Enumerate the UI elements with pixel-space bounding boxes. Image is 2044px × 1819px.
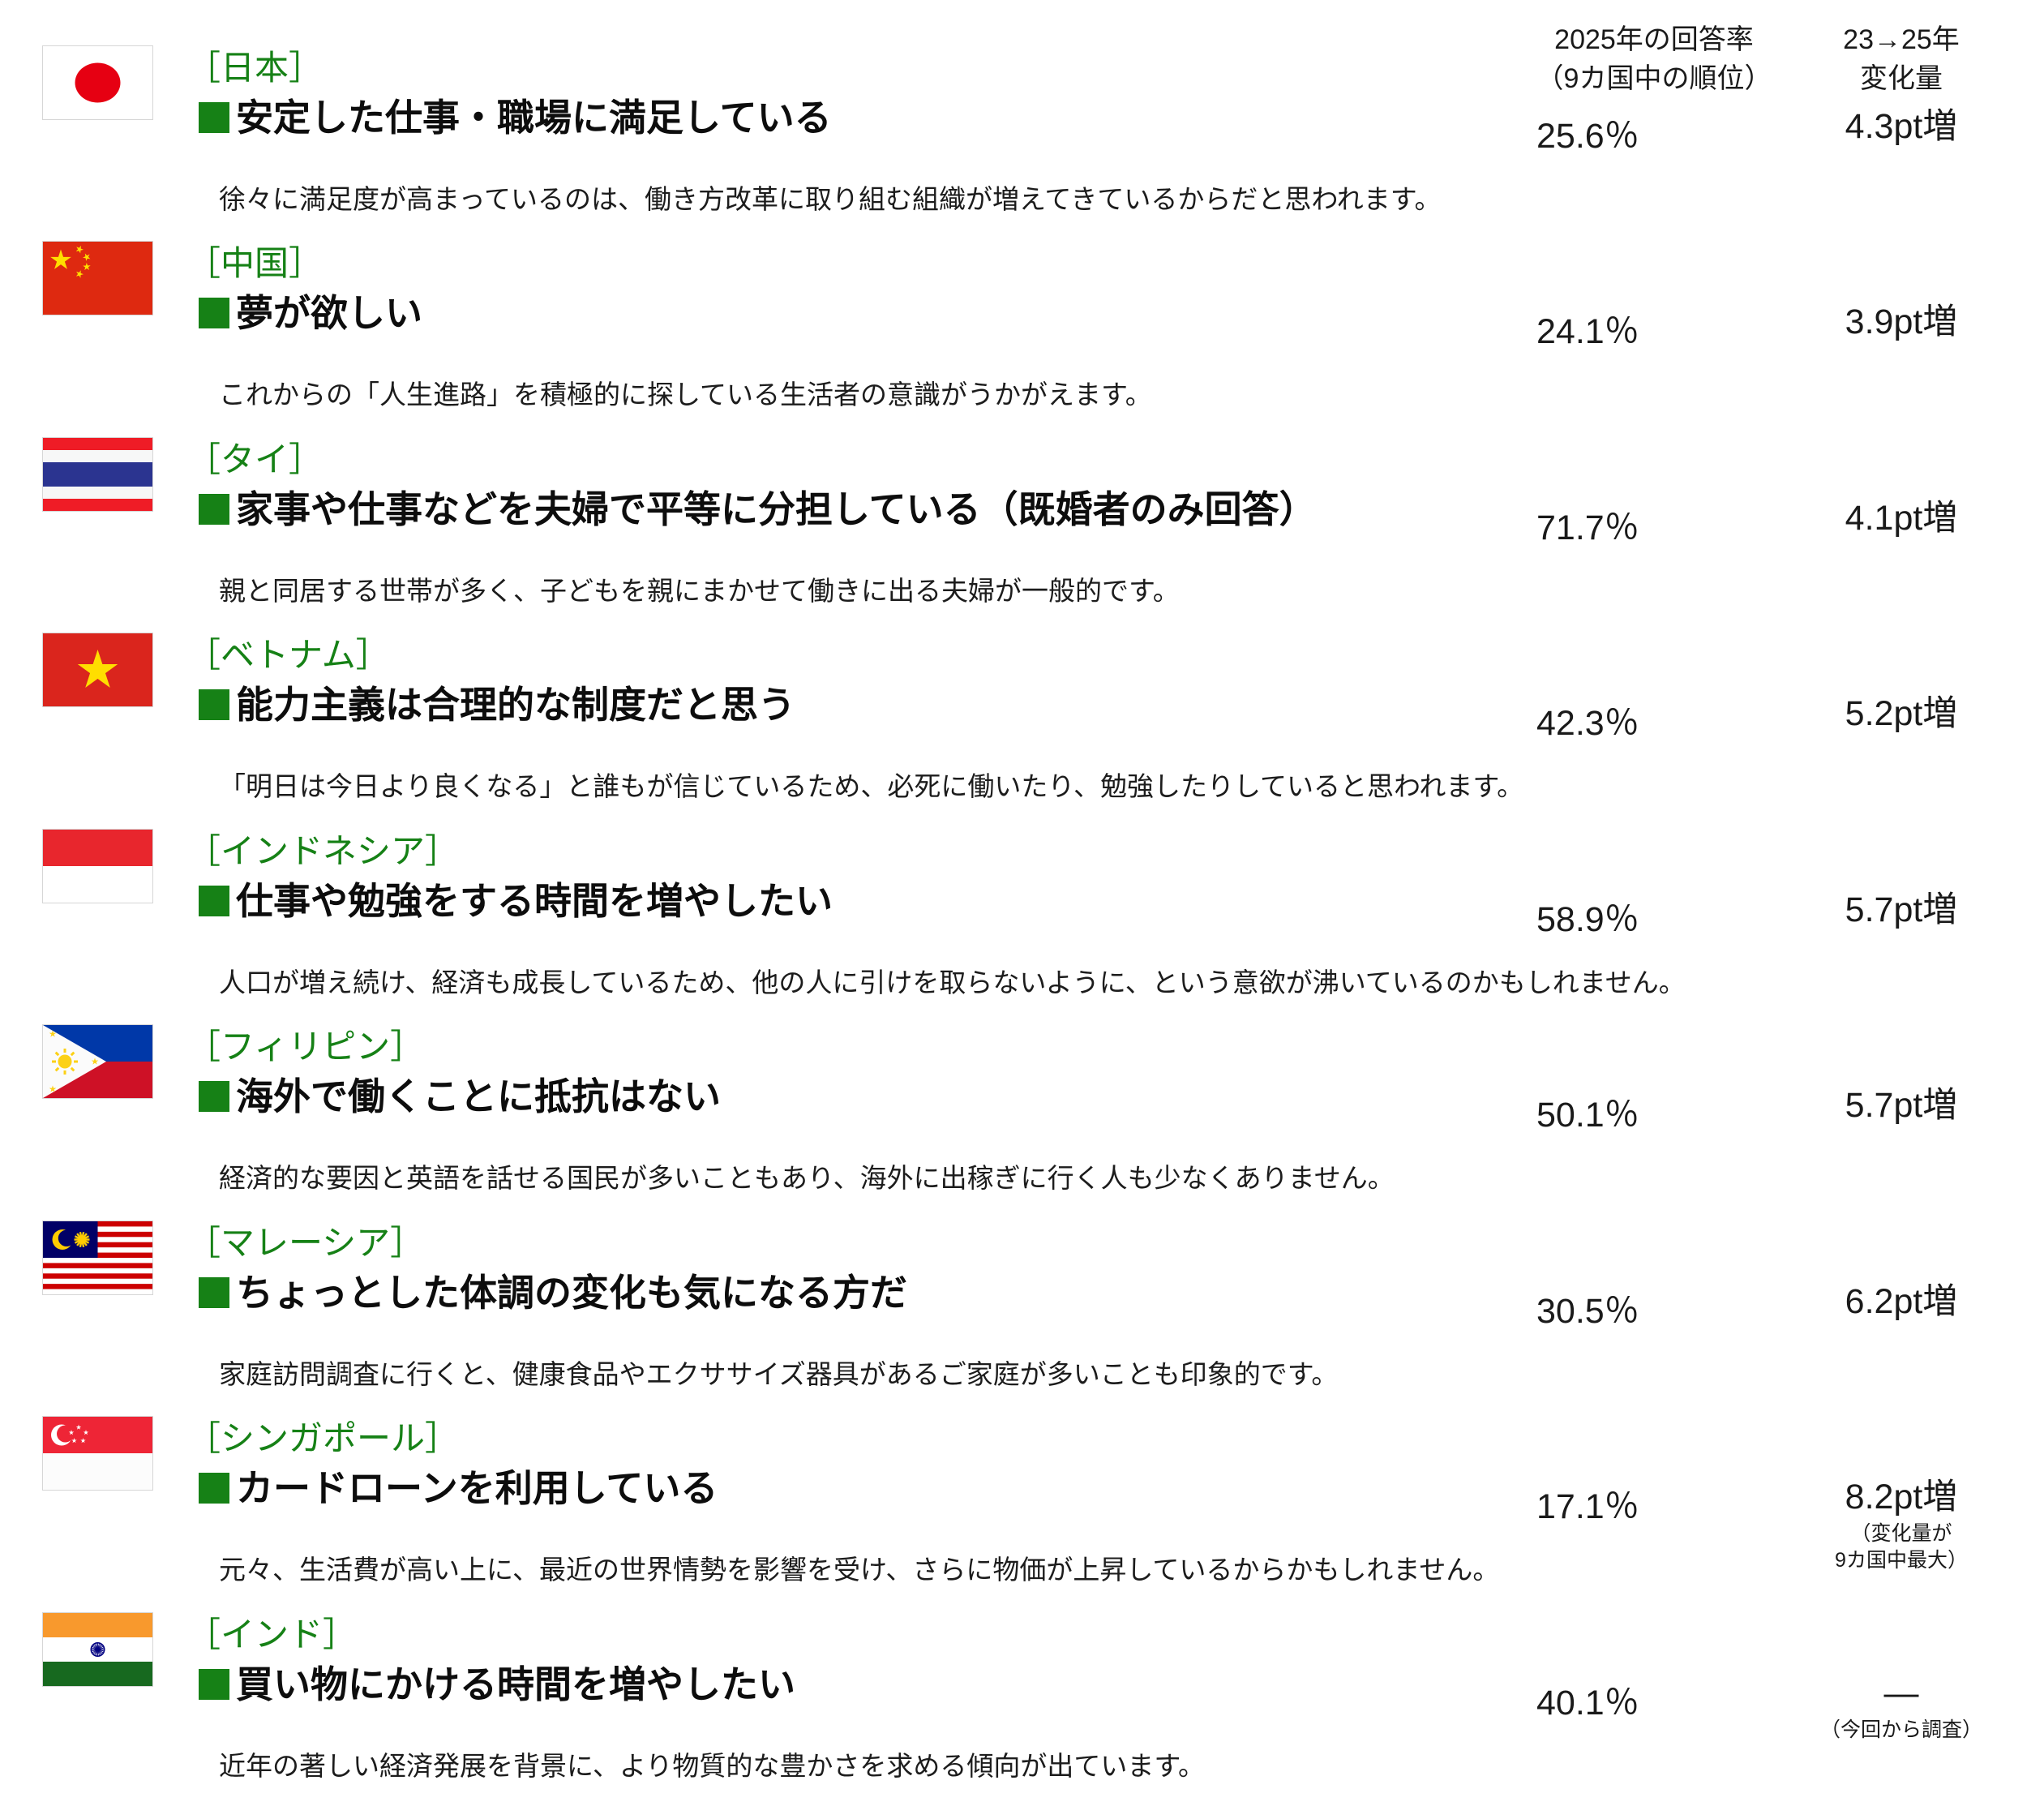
change-cell: 5.7pt増 xyxy=(1759,1086,2043,1129)
statement-text: カードローンを利用している xyxy=(236,1466,718,1509)
statement-line: 仕事や勉強をする時間を増やしたい xyxy=(199,877,833,925)
thailand-flag-icon xyxy=(42,437,153,512)
country-label: ［タイ］ xyxy=(186,440,324,478)
country-row-vietnam: ［ベトナム］ 能力主義は合理的な制度だと思う 42.3％ 5.2pt増 「明日は… xyxy=(0,618,2044,814)
description-text: 「明日は今日より良くなる」と誰もが信じているため、必死に働いたり、勉強したりして… xyxy=(219,771,1524,801)
change-cell: 3.9pt増 xyxy=(1759,302,2043,345)
change-value: 8.2pt増 xyxy=(1845,1478,1958,1517)
description-text: 元々、生活費が高い上に、最近の世界情勢を影響を受け、さらに物価が上昇しているから… xyxy=(219,1555,1500,1585)
change-note: （変化量が 9カ国中最大） xyxy=(1835,1522,1968,1572)
description-text: 人口が増え続け、経済も成長しているため、他の人に引けを取らないように、という意欲… xyxy=(219,967,1686,997)
country-label: ［中国］ xyxy=(186,244,324,282)
rate-value: 30.5％ xyxy=(1536,1292,1639,1331)
change-cell: 6.2pt増 xyxy=(1759,1282,2043,1325)
rate-value: 24.1％ xyxy=(1536,312,1639,351)
statement-line: 安定した仕事・職場に満足している xyxy=(199,94,832,141)
country-label: ［日本］ xyxy=(186,49,324,87)
rate-column-header: 2025年の回答率 （9カ国中の順位） xyxy=(1536,24,1772,94)
country-row-thailand: ［タイ］ 家事や仕事などを夫婦で平等に分担している（既婚者のみ回答） 71.7％… xyxy=(0,423,2044,619)
description-text: 近年の著しい経済発展を背景に、より物質的な豊かさを求める傾向が出ています。 xyxy=(219,1751,1206,1781)
statement-line: 能力主義は合理的な制度だと思う xyxy=(199,681,795,728)
statement-text: 安定した仕事・職場に満足している xyxy=(236,96,832,139)
statement-line: ちょっとした体調の変化も気になる方だ xyxy=(199,1269,907,1316)
change-value: ― xyxy=(1883,1674,1919,1713)
statement-text: 買い物にかける時間を増やしたい xyxy=(236,1662,795,1705)
description-text: 経済的な要因と英語を話せる国民が多いこともあり、海外に出稼ぎに行く人も少なくあり… xyxy=(219,1163,1395,1193)
description-text: 家庭訪問調査に行くと、健康食品やエクササイズ器具があるご家庭が多いことも印象的で… xyxy=(219,1359,1339,1389)
country-row-india: ［インド］ 買い物にかける時間を増やしたい 40.1％ ― （今回から調査） 近… xyxy=(0,1598,2044,1794)
country-row-japan: ［日本］ 安定した仕事・職場に満足している 25.6％ 4.3pt増 徐々に満足… xyxy=(0,31,2044,227)
change-value: 6.2pt増 xyxy=(1845,1282,1958,1321)
statement-line: 海外で働くことに抵抗はない xyxy=(199,1073,721,1120)
rate-value: 25.6％ xyxy=(1536,117,1639,156)
change-value: 5.7pt増 xyxy=(1845,1086,1958,1125)
rate-value: 71.7％ xyxy=(1536,508,1639,547)
change-cell: ― （今回から調査） xyxy=(1759,1674,2043,1744)
statement-text: 海外で働くことに抵抗はない xyxy=(236,1075,721,1118)
change-value: 4.1pt増 xyxy=(1845,499,1958,538)
statement-line: 家事や仕事などを夫婦で平等に分担している（既婚者のみ回答） xyxy=(199,486,1317,533)
bullet-square-icon xyxy=(199,1081,229,1112)
description-text: 徐々に満足度が高まっているのは、働き方改革に取り組む組織が増えてきているからだと… xyxy=(219,184,1442,214)
description-text: これからの「人生進路」を積極的に探している生活者の意識がうかがえます。 xyxy=(219,380,1152,410)
statement-text: 仕事や勉強をする時間を増やしたい xyxy=(236,879,833,922)
india-flag-icon xyxy=(42,1612,153,1687)
change-cell: 5.2pt増 xyxy=(1759,694,2043,737)
country-label: ［シンガポール］ xyxy=(186,1419,460,1457)
country-label: ［インドネシア］ xyxy=(186,832,460,870)
statement-text: 家事や仕事などを夫婦で平等に分担している（既婚者のみ回答） xyxy=(236,487,1317,530)
rate-value: 42.3％ xyxy=(1536,704,1639,743)
bullet-square-icon xyxy=(199,298,229,328)
china-flag-icon xyxy=(42,241,153,315)
country-row-china: ［中国］ 夢が欲しい 24.1％ 3.9pt増 これからの「人生進路」を積極的に… xyxy=(0,226,2044,423)
country-row-indonesia: ［インドネシア］ 仕事や勉強をする時間を増やしたい 58.9％ 5.7pt増 人… xyxy=(0,814,2044,1010)
rate-value: 58.9％ xyxy=(1536,900,1639,939)
country-label: ［ベトナム］ xyxy=(186,636,390,674)
rate-value: 17.1％ xyxy=(1536,1487,1639,1526)
country-row-singapore: ［シンガポール］ カードローンを利用している 17.1％ 8.2pt増 （変化量… xyxy=(0,1401,2044,1598)
statement-text: 能力主義は合理的な制度だと思う xyxy=(236,683,795,726)
singapore-flag-icon xyxy=(42,1416,153,1491)
change-cell: 5.7pt増 xyxy=(1759,890,2043,933)
change-column-header: 23→25年 変化量 xyxy=(1843,24,1960,94)
change-cell: 8.2pt増 （変化量が 9カ国中最大） xyxy=(1759,1478,2043,1573)
country-row-philippines: ［フィリピン］ 海外で働くことに抵抗はない 50.1％ 5.7pt増 経済的な要… xyxy=(0,1010,2044,1206)
change-cell: 4.3pt増 xyxy=(1759,107,2043,150)
indonesia-flag-icon xyxy=(42,829,153,903)
country-label: ［マレーシア］ xyxy=(186,1224,425,1262)
japan-flag-icon xyxy=(42,45,153,120)
change-value: 5.7pt増 xyxy=(1845,890,1958,929)
statement-line: 買い物にかける時間を増やしたい xyxy=(199,1661,795,1708)
change-value: 5.2pt増 xyxy=(1845,694,1958,733)
bullet-square-icon xyxy=(199,1473,229,1504)
change-cell: 4.1pt増 xyxy=(1759,499,2043,542)
bullet-square-icon xyxy=(199,886,229,916)
bullet-square-icon xyxy=(199,102,229,133)
bullet-square-icon xyxy=(199,494,229,525)
vietnam-flag-icon xyxy=(42,633,153,707)
change-value: 4.3pt増 xyxy=(1845,107,1958,146)
country-label: ［フィリピン］ xyxy=(186,1027,425,1066)
bullet-square-icon xyxy=(199,689,229,720)
description-text: 親と同居する世帯が多く、子どもを親にまかせて働きに出る夫婦が一般的です。 xyxy=(219,576,1180,606)
statement-text: ちょっとした体調の変化も気になる方だ xyxy=(236,1271,907,1314)
bullet-square-icon xyxy=(199,1277,229,1308)
statement-text: 夢が欲しい xyxy=(236,291,422,334)
statement-line: カードローンを利用している xyxy=(199,1465,718,1512)
country-label: ［インド］ xyxy=(186,1615,358,1654)
rate-value: 50.1％ xyxy=(1536,1096,1639,1135)
malaysia-flag-icon xyxy=(42,1221,153,1295)
rate-value: 40.1％ xyxy=(1536,1684,1639,1722)
statement-line: 夢が欲しい xyxy=(199,290,422,337)
philippines-flag-icon xyxy=(42,1024,153,1099)
country-row-malaysia: ［マレーシア］ ちょっとした体調の変化も気になる方だ 30.5％ 6.2pt増 … xyxy=(0,1206,2044,1402)
bullet-square-icon xyxy=(199,1669,229,1700)
change-note: （今回から調査） xyxy=(1819,1718,1982,1742)
change-value: 3.9pt増 xyxy=(1845,302,1958,341)
